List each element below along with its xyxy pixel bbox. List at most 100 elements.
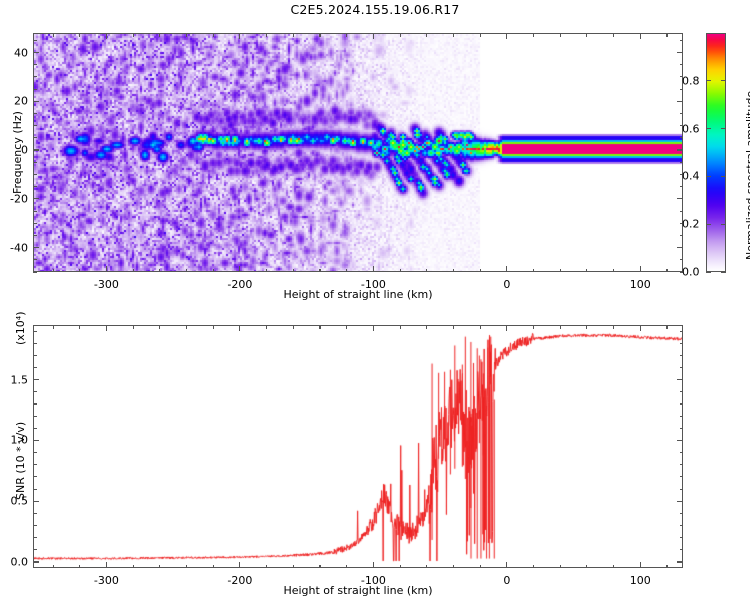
- minor-y-tick: [33, 343, 37, 344]
- minor-x-tick: [319, 269, 320, 273]
- minor-x-tick: [293, 325, 294, 329]
- minor-y-tick: [33, 537, 37, 538]
- minor-x-tick: [453, 33, 454, 37]
- minor-x-tick: [533, 33, 534, 37]
- minor-x-tick: [586, 269, 587, 273]
- colorbar-tick-label: 0.8: [682, 74, 700, 87]
- minor-y-tick: [33, 476, 37, 477]
- minor-x-tick: [79, 565, 80, 569]
- minor-x-tick: [586, 565, 587, 569]
- minor-x-tick: [426, 33, 427, 37]
- minor-x-tick: [319, 565, 320, 569]
- minor-x-tick: [293, 269, 294, 273]
- major-y-tick: [677, 247, 683, 248]
- major-x-tick: [373, 325, 374, 331]
- x-tick-label: 100: [630, 278, 651, 291]
- minor-y-tick: [33, 235, 37, 236]
- minor-y-tick: [33, 211, 37, 212]
- minor-x-tick: [213, 33, 214, 37]
- snr-yaxis-title: SNR (10 * v/v): [14, 422, 27, 500]
- minor-x-tick: [346, 565, 347, 569]
- snr-yaxis-exponent: (x10⁴): [14, 312, 27, 346]
- minor-x-tick: [79, 269, 80, 273]
- minor-x-tick: [159, 565, 160, 569]
- major-y-tick: [677, 198, 683, 199]
- minor-x-tick: [319, 33, 320, 37]
- minor-x-tick: [666, 33, 667, 37]
- colorbar-tick-label: 0.6: [682, 122, 700, 135]
- minor-y-tick: [33, 403, 37, 404]
- major-y-tick: [33, 247, 39, 248]
- minor-y-tick: [33, 464, 37, 465]
- major-x-tick: [106, 266, 107, 272]
- minor-y-tick: [33, 89, 37, 90]
- major-x-tick: [106, 33, 107, 39]
- colorbar-tick: [721, 176, 726, 177]
- minor-y-tick: [680, 162, 684, 163]
- snr-trace: [34, 326, 682, 567]
- minor-x-tick: [586, 325, 587, 329]
- minor-x-tick: [186, 565, 187, 569]
- major-y-tick: [677, 440, 683, 441]
- x-tick-label: 100: [630, 574, 651, 587]
- major-y-tick: [677, 501, 683, 502]
- minor-x-tick: [560, 325, 561, 329]
- y-tick-label: -20: [0, 192, 28, 205]
- minor-x-tick: [666, 325, 667, 329]
- minor-x-tick: [613, 33, 614, 37]
- minor-x-tick: [213, 269, 214, 273]
- colorbar-tick: [721, 80, 726, 81]
- colorbar-tick: [706, 271, 711, 272]
- major-y-tick: [33, 52, 39, 53]
- spectrogram-image: [34, 34, 682, 271]
- major-x-tick: [640, 266, 641, 272]
- major-x-tick: [239, 562, 240, 568]
- major-x-tick: [373, 562, 374, 568]
- minor-x-tick: [400, 325, 401, 329]
- minor-x-tick: [186, 325, 187, 329]
- minor-x-tick: [666, 269, 667, 273]
- minor-x-tick: [53, 269, 54, 273]
- minor-x-tick: [213, 325, 214, 329]
- minor-x-tick: [213, 565, 214, 569]
- minor-x-tick: [533, 269, 534, 273]
- major-x-tick: [506, 562, 507, 568]
- minor-y-tick: [680, 211, 684, 212]
- colorbar-tick-label: 0.0: [682, 266, 700, 279]
- minor-x-tick: [533, 565, 534, 569]
- minor-y-tick: [680, 259, 684, 260]
- colorbar-tick-label: 0.2: [682, 218, 700, 231]
- y-tick-label: -40: [0, 241, 28, 254]
- minor-y-tick: [680, 549, 684, 550]
- minor-x-tick: [453, 269, 454, 273]
- minor-x-tick: [480, 269, 481, 273]
- minor-y-tick: [33, 452, 37, 453]
- minor-y-tick: [680, 403, 684, 404]
- minor-x-tick: [400, 269, 401, 273]
- minor-y-tick: [33, 137, 37, 138]
- major-x-tick: [239, 266, 240, 272]
- colorbar-tick: [706, 176, 711, 177]
- minor-y-tick: [33, 113, 37, 114]
- minor-y-tick: [680, 464, 684, 465]
- major-y-tick: [33, 440, 39, 441]
- minor-y-tick: [33, 272, 37, 273]
- y-tick-label: 1.5: [0, 373, 28, 386]
- minor-x-tick: [560, 33, 561, 37]
- minor-x-tick: [400, 33, 401, 37]
- major-y-tick: [33, 561, 39, 562]
- major-x-tick: [373, 266, 374, 272]
- major-x-tick: [506, 266, 507, 272]
- minor-x-tick: [346, 325, 347, 329]
- major-y-tick: [33, 101, 39, 102]
- minor-y-tick: [33, 331, 37, 332]
- major-x-tick: [239, 33, 240, 39]
- minor-x-tick: [533, 325, 534, 329]
- minor-y-tick: [680, 137, 684, 138]
- spectrogram-panel: [33, 33, 683, 272]
- colorbar-tick: [706, 80, 711, 81]
- minor-y-tick: [680, 40, 684, 41]
- minor-x-tick: [560, 269, 561, 273]
- minor-x-tick: [159, 269, 160, 273]
- minor-y-tick: [33, 223, 37, 224]
